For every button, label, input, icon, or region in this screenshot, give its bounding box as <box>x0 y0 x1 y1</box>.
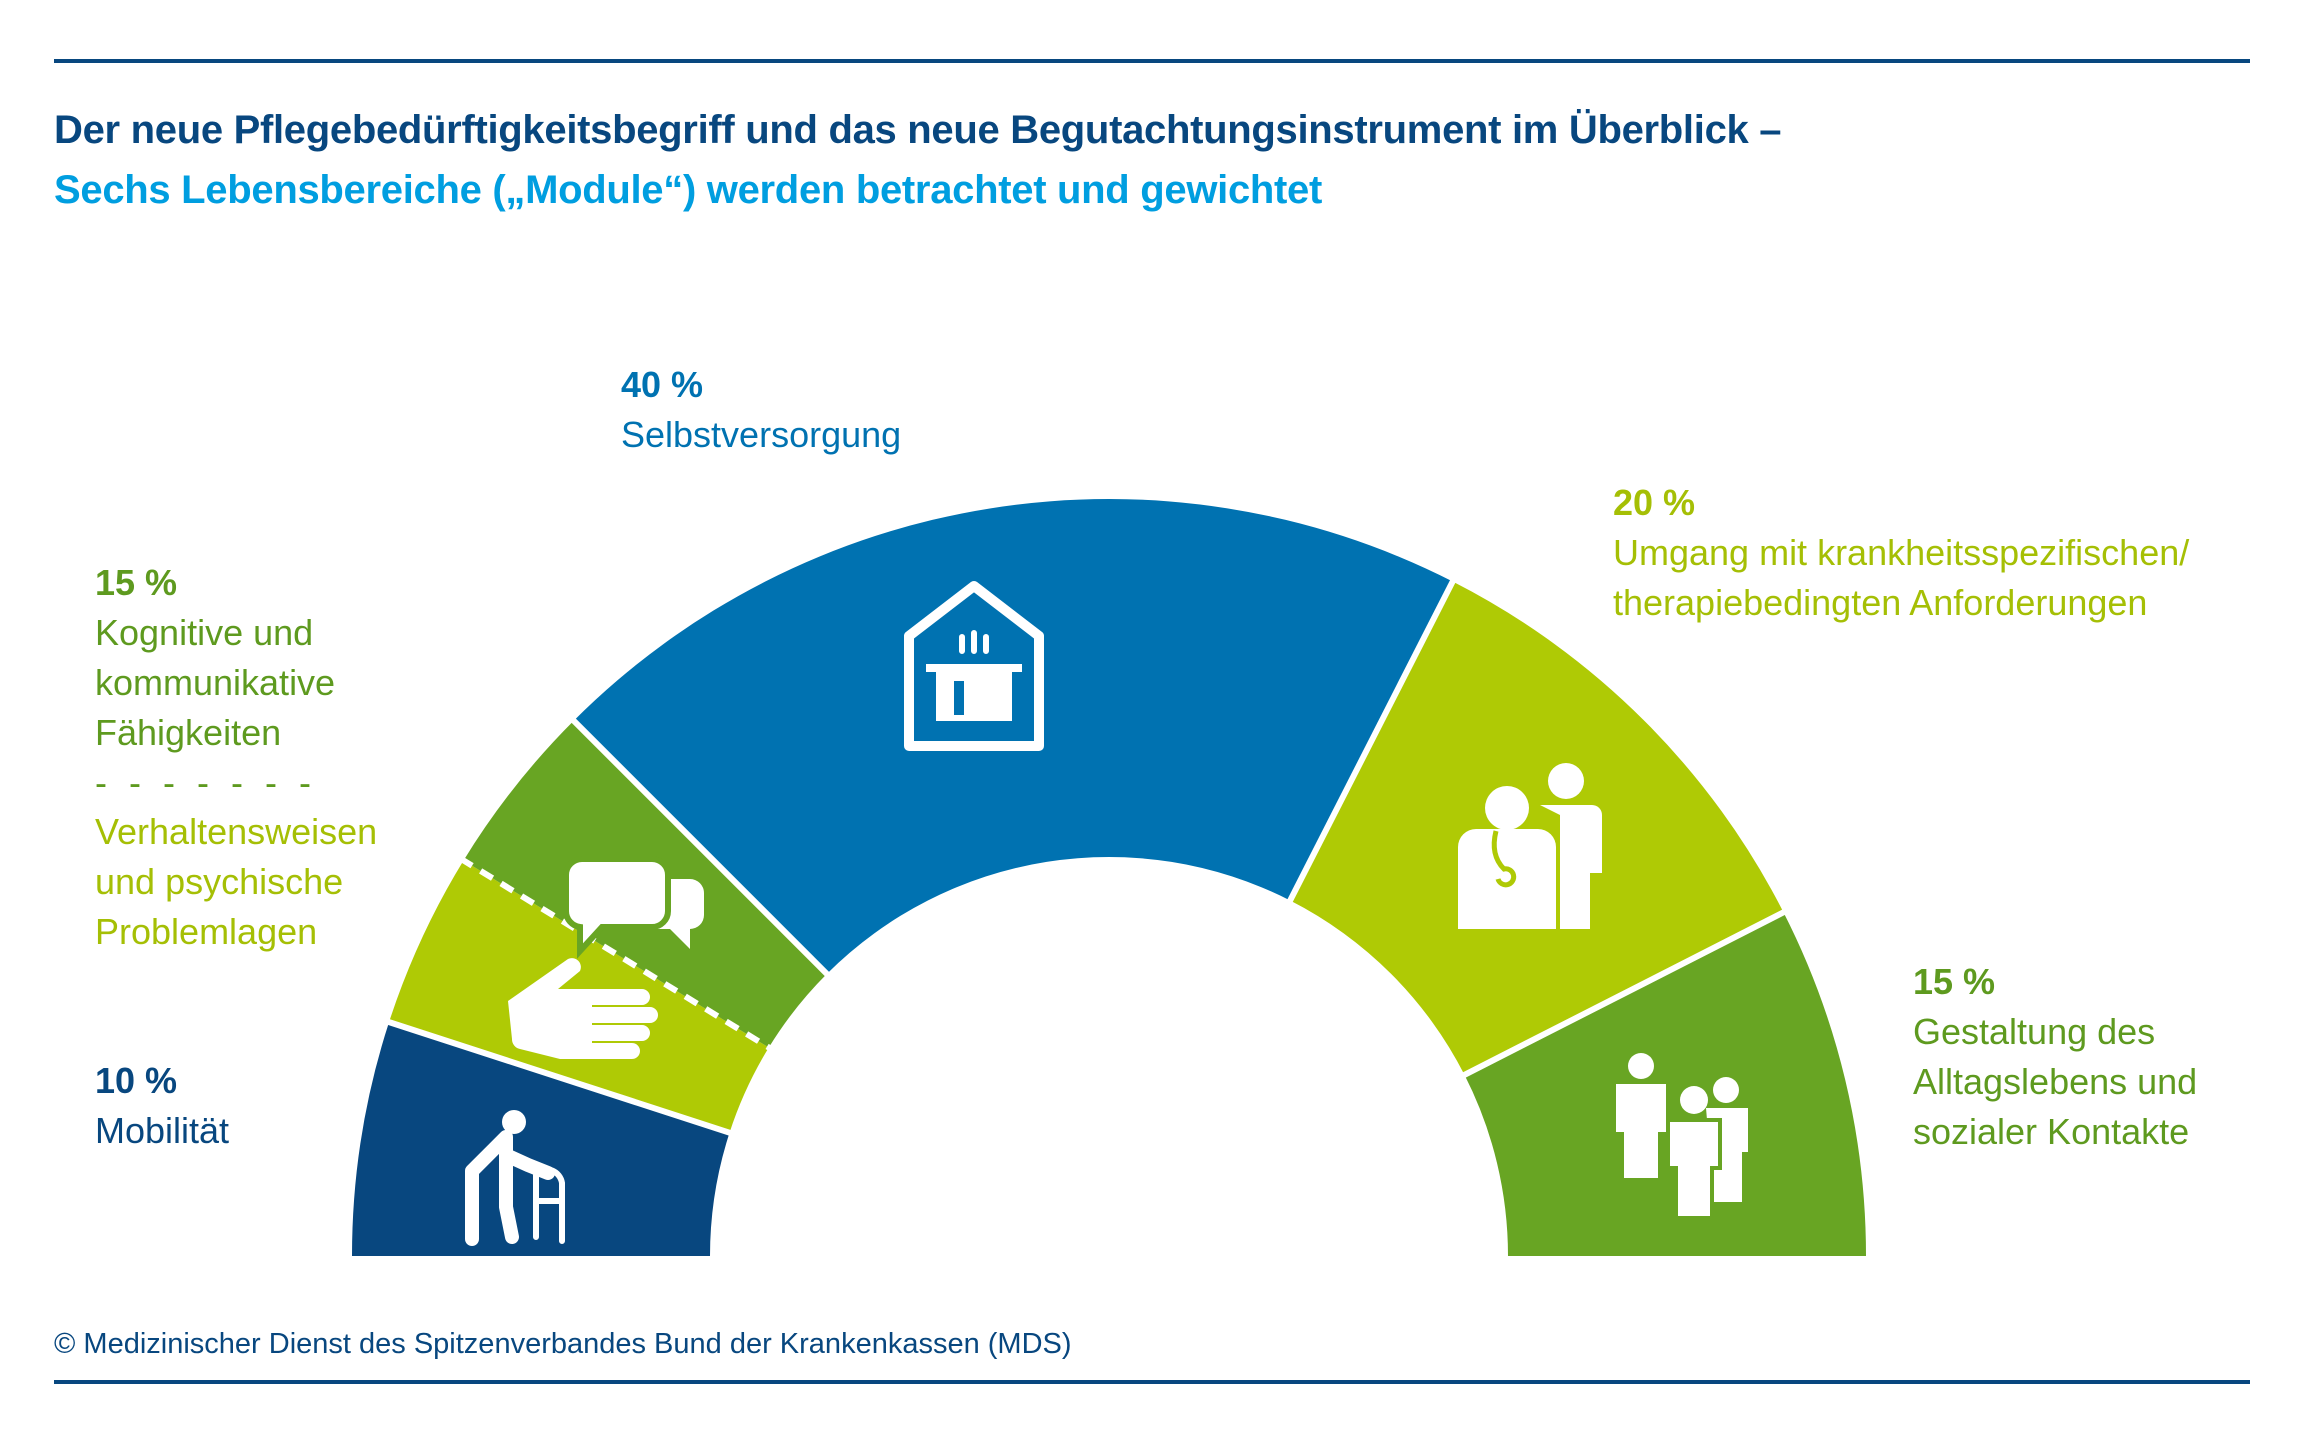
bottom-rule <box>54 1380 2250 1384</box>
label-text: Verhaltensweisen <box>95 811 378 852</box>
label-text: sozialer Kontakte <box>1913 1111 2190 1152</box>
speech-bubbles-icon <box>562 856 704 959</box>
label-value: 10 % <box>95 1060 178 1101</box>
hand-icon <box>508 958 658 1059</box>
label-text: Mobilität <box>95 1110 230 1151</box>
copyright-note: © Medizinischer Dienst des Spitzenverban… <box>54 1328 1072 1360</box>
top-rule <box>54 59 2250 63</box>
label-value: 15 % <box>95 562 178 603</box>
label-text: Umgang mit krankheitsspezifischen/ <box>1613 532 2190 573</box>
label-text: Alltagslebens und <box>1913 1061 2198 1102</box>
segment-selbstversorgung <box>573 499 1453 974</box>
segment-separator <box>384 1017 735 1137</box>
label-text: Gestaltung des <box>1913 1011 2156 1052</box>
label-text: kommunikative <box>95 662 336 703</box>
label-selbstversorgung: 40 % Selbstversorgung <box>621 360 901 460</box>
label-text: und psychische <box>95 861 344 902</box>
label-text: Problemlagen <box>95 911 318 952</box>
label-value: 15 % <box>1913 961 1996 1002</box>
walker-icon <box>465 1110 565 1246</box>
label-text: Kognitive und <box>95 612 314 653</box>
page-title: Der neue Pflegebedürftigkeitsbegriff und… <box>54 108 1782 152</box>
label-text: Fähigkeiten <box>95 712 282 753</box>
people-group-icon <box>1616 1053 1748 1220</box>
page-subtitle: Sechs Lebensbereiche („Module“) werden b… <box>54 168 1323 212</box>
segment-separator <box>1285 576 1458 906</box>
label-verhaltensweisen: Verhaltensweisen und psychische Probleml… <box>95 807 377 957</box>
label-alltagsleben: 15 % Gestaltung des Alltagslebens und so… <box>1913 957 2197 1157</box>
segment-separator <box>1459 907 1789 1080</box>
label-separator: - - - - - - - <box>95 762 317 803</box>
house-cooking-pot-icon <box>904 581 1044 751</box>
segment-mobilität <box>352 1022 730 1256</box>
label-text: Selbstversorgung <box>621 414 902 455</box>
label-text: therapiebedingten Anforderungen <box>1613 582 2148 623</box>
label-krankheitsspezifisch: 20 % Umgang mit krankheitsspezifischen/ … <box>1613 478 2189 628</box>
segment-separator <box>568 715 832 979</box>
segment-umgang-mit-krankheitsspezifischen-therap <box>1290 581 1784 1075</box>
label-mobilitaet: 10 % Mobilität <box>95 1056 229 1156</box>
dashed-separator <box>458 855 774 1053</box>
label-value: 40 % <box>621 364 704 405</box>
doctor-patient-icon <box>1458 763 1602 929</box>
label-value: 20 % <box>1613 482 1696 523</box>
label-kognitive: 15 % Kognitive und kommunikative Fähigke… <box>95 558 335 808</box>
